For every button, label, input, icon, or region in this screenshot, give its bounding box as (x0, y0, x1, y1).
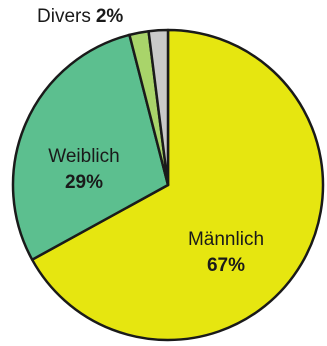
slice-label-weiblich: Weiblich (48, 146, 119, 167)
pie-slice-maennlich (30, 28, 325, 342)
pie-slice-weiblich (11, 33, 170, 261)
slice-label-maennlich: Männlich (188, 229, 264, 250)
slice-value-maennlich: 67% (207, 255, 245, 276)
slice-label-divers: Divers 2% (37, 6, 123, 27)
pie-slice-divers (147, 28, 170, 187)
slice-value-divers: 2% (96, 6, 124, 27)
pie-slices (11, 28, 325, 342)
slice-value-weiblich: 29% (65, 172, 103, 193)
